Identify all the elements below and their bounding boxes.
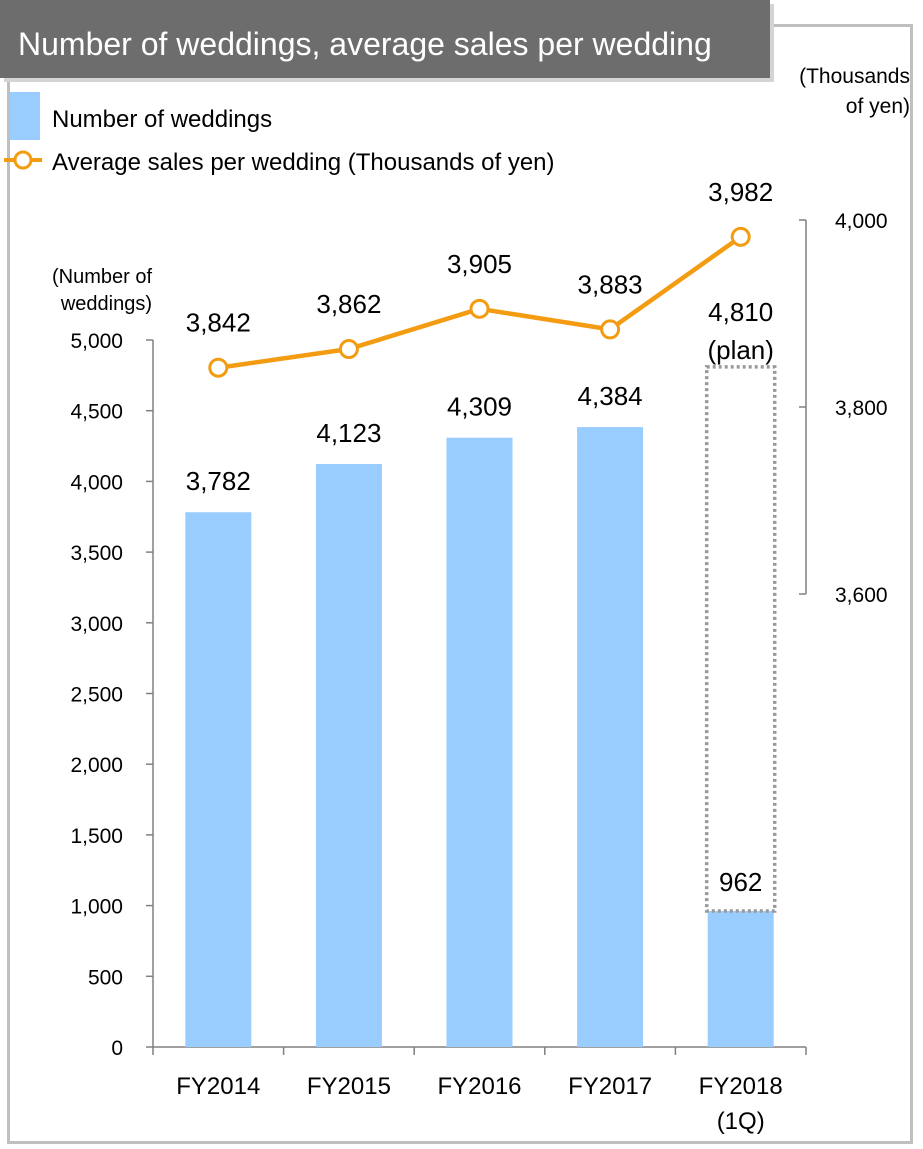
x-axis-tick-label: (1Q): [717, 1108, 765, 1135]
bar-value-label: 3,782: [186, 466, 251, 496]
plan-value-label: (plan): [707, 335, 773, 365]
left-axis-tick-label: 0: [111, 1037, 123, 1060]
bar-number-of-weddings: [185, 512, 252, 1047]
left-axis-tick-label: 500: [88, 966, 123, 989]
bar-value-label: 4,384: [578, 381, 643, 411]
line-value-label: 3,842: [186, 308, 251, 338]
bar-number-of-weddings: [446, 437, 513, 1047]
right-axis-tick-label: 3,800: [835, 397, 888, 420]
bar-value-label: 962: [719, 867, 762, 897]
left-axis-tick-label: 2,500: [70, 684, 123, 707]
left-axis-title: weddings): [60, 293, 152, 315]
chart-title: Number of weddings, average sales per we…: [18, 26, 712, 62]
legend-label-weddings: Number of weddings: [52, 106, 272, 133]
title-banner: Number of weddings, average sales per we…: [0, 0, 770, 78]
left-axis-tick-label: 1,000: [70, 896, 123, 919]
left-axis-tick-label: 4,000: [70, 471, 123, 494]
bar-number-of-weddings: [707, 910, 774, 1047]
right-axis-tick-label: 3,600: [835, 584, 888, 607]
legend-marker-icon: [13, 150, 33, 170]
left-axis-tick-label: 5,000: [70, 330, 123, 353]
line-point-marker: [600, 319, 621, 340]
line-point-marker: [469, 298, 490, 319]
line-point-marker: [730, 226, 751, 247]
right-axis-title: of yen): [846, 95, 910, 118]
left-axis-tick-label: 3,000: [70, 613, 123, 636]
line-value-label: 3,905: [447, 249, 512, 279]
plan-value-label: 4,810: [708, 297, 773, 327]
left-axis-tick-label: 4,500: [70, 401, 123, 424]
line-point-marker: [338, 339, 359, 360]
x-axis-tick-label: FY2018: [699, 1073, 783, 1100]
legend-bar-swatch: [10, 92, 40, 140]
left-axis-tick-label: 2,000: [70, 754, 123, 777]
x-axis-tick-label: FY2017: [568, 1073, 652, 1100]
right-axis-title: (Thousands: [799, 65, 910, 88]
x-axis-tick-label: FY2015: [307, 1073, 391, 1100]
bar-number-of-weddings: [577, 427, 644, 1047]
bar-number-of-weddings: [315, 464, 382, 1047]
line-value-label: 3,982: [708, 177, 773, 207]
line-point-marker: [208, 357, 229, 378]
line-value-label: 3,883: [578, 269, 643, 299]
left-axis-title: (Number of: [52, 266, 152, 288]
x-axis-tick-label: FY2014: [176, 1073, 260, 1100]
left-axis-tick-label: 3,500: [70, 542, 123, 565]
line-value-label: 3,862: [316, 289, 381, 319]
bar-value-label: 4,309: [447, 392, 512, 422]
bar-value-label: 4,123: [316, 418, 381, 448]
legend-label-avg-sales: Average sales per wedding (Thousands of …: [52, 149, 555, 176]
plan-outline: [704, 365, 777, 913]
x-axis-tick-label: FY2016: [437, 1073, 521, 1100]
left-axis-tick-label: 1,500: [70, 825, 123, 848]
right-axis-tick-label: 4,000: [835, 210, 888, 233]
